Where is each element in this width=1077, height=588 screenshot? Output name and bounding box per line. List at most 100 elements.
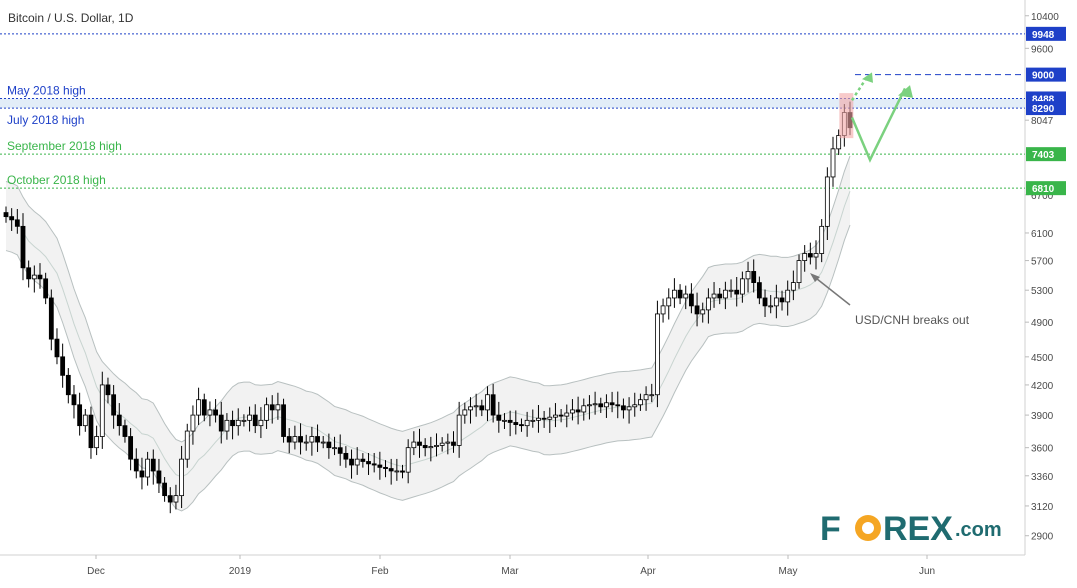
candle-body bbox=[456, 414, 462, 446]
candle-body bbox=[190, 414, 196, 432]
price-tag-9000 bbox=[1026, 67, 1066, 82]
candle-body bbox=[473, 405, 479, 408]
level-label-september-2018: September 2018 high bbox=[7, 139, 122, 153]
price-tag-text-7403: 7403 bbox=[1032, 150, 1055, 161]
candle-body bbox=[553, 414, 558, 418]
candle-body bbox=[201, 399, 207, 416]
candle-body bbox=[264, 404, 269, 421]
resistance-zone bbox=[0, 98, 1025, 109]
projection-arrows bbox=[850, 72, 913, 163]
candle-body bbox=[417, 441, 422, 446]
candle-body bbox=[705, 297, 711, 311]
candle-body bbox=[700, 309, 706, 315]
candle-body bbox=[269, 404, 275, 411]
candle-body bbox=[722, 289, 728, 299]
time-tick-label: May bbox=[779, 566, 798, 577]
candle-body bbox=[502, 419, 507, 422]
candle-body bbox=[292, 436, 298, 443]
candle-body bbox=[60, 356, 66, 376]
candle-body bbox=[541, 417, 547, 420]
price-tick-label: 5700 bbox=[1031, 257, 1054, 268]
candle-body bbox=[632, 404, 638, 408]
candle-body bbox=[326, 441, 332, 449]
candle-body bbox=[445, 441, 451, 444]
time-tick-label: Apr bbox=[640, 566, 656, 577]
price-tick-label: 9600 bbox=[1031, 44, 1054, 55]
candle-body bbox=[400, 470, 405, 473]
candle-body bbox=[479, 405, 485, 411]
candle-body bbox=[451, 441, 456, 446]
candle-body bbox=[819, 225, 825, 254]
candle-body bbox=[728, 289, 734, 292]
annotation-text: USD/CNH breaks out bbox=[855, 313, 970, 327]
time-tick-label: Dec bbox=[87, 566, 105, 577]
candle-body bbox=[37, 274, 43, 280]
chart-title: Bitcoin / U.S. Dollar, 1D bbox=[8, 11, 134, 25]
candle-body bbox=[139, 470, 145, 478]
candle-body bbox=[575, 409, 581, 413]
candle-body bbox=[128, 436, 134, 460]
candle-body bbox=[31, 274, 37, 280]
candle-body bbox=[672, 289, 677, 299]
projection-arrow-pullback bbox=[850, 87, 907, 163]
candle-body bbox=[150, 458, 156, 472]
price-axis: 2900 3120 3360 3600 3900 4200 4500 4900 5300 5700… bbox=[1025, 12, 1059, 543]
candle-body bbox=[807, 253, 813, 258]
candle-body bbox=[252, 414, 258, 427]
candle-body bbox=[813, 253, 819, 258]
time-tick-label: Feb bbox=[371, 566, 389, 577]
candle-body bbox=[564, 412, 570, 417]
annotation-leader-line bbox=[811, 274, 851, 306]
candle-body bbox=[207, 409, 213, 416]
level-label-may-2018: May 2018 high bbox=[7, 83, 86, 97]
candle-body bbox=[524, 419, 530, 427]
candle-body bbox=[77, 404, 83, 427]
candle-body bbox=[258, 419, 264, 427]
candle-body bbox=[122, 425, 128, 437]
candle-body bbox=[383, 466, 388, 469]
candle-body bbox=[570, 409, 575, 414]
price-tick-label: 2900 bbox=[1031, 532, 1054, 543]
projection-arrowhead bbox=[898, 85, 913, 98]
candle-body bbox=[422, 445, 428, 449]
annotation-arrowhead bbox=[810, 273, 820, 282]
candle-body bbox=[298, 436, 303, 443]
candle-body bbox=[411, 441, 417, 449]
candle-body bbox=[836, 135, 842, 150]
price-tick-label: 4500 bbox=[1031, 353, 1054, 364]
candle-body bbox=[275, 404, 281, 411]
candle-body bbox=[496, 414, 502, 421]
price-tag-6810 bbox=[1026, 181, 1066, 196]
candle-body bbox=[745, 271, 751, 280]
price-tick-label: 6100 bbox=[1031, 229, 1054, 240]
candle-body bbox=[173, 495, 179, 503]
candle-body bbox=[54, 338, 60, 358]
level-label-july-2018: July 2018 high bbox=[7, 113, 84, 127]
candle-body bbox=[43, 278, 49, 299]
candle-body bbox=[655, 313, 660, 396]
candle-body bbox=[536, 417, 541, 421]
candle-body bbox=[434, 445, 439, 447]
candle-body bbox=[320, 441, 326, 444]
price-tag-text-8290: 8290 bbox=[1032, 104, 1055, 115]
candle-body bbox=[615, 404, 621, 407]
candle-body bbox=[388, 468, 394, 472]
band-upper-line bbox=[5, 155, 851, 443]
candle-body bbox=[513, 422, 519, 425]
candle-body bbox=[99, 384, 105, 437]
candle-body bbox=[71, 394, 77, 406]
candle-body bbox=[48, 297, 54, 340]
candle-body bbox=[485, 394, 490, 411]
candle-body bbox=[303, 441, 309, 444]
candle-body bbox=[366, 461, 371, 465]
candle-body bbox=[3, 212, 9, 218]
time-tick-label: Jun bbox=[919, 566, 935, 577]
candle-body bbox=[688, 293, 694, 307]
candle-body bbox=[371, 463, 377, 466]
candle-body bbox=[14, 219, 20, 227]
candle-body bbox=[660, 305, 666, 315]
projection-arrowhead-direct bbox=[862, 72, 873, 83]
candle-body bbox=[343, 452, 349, 460]
